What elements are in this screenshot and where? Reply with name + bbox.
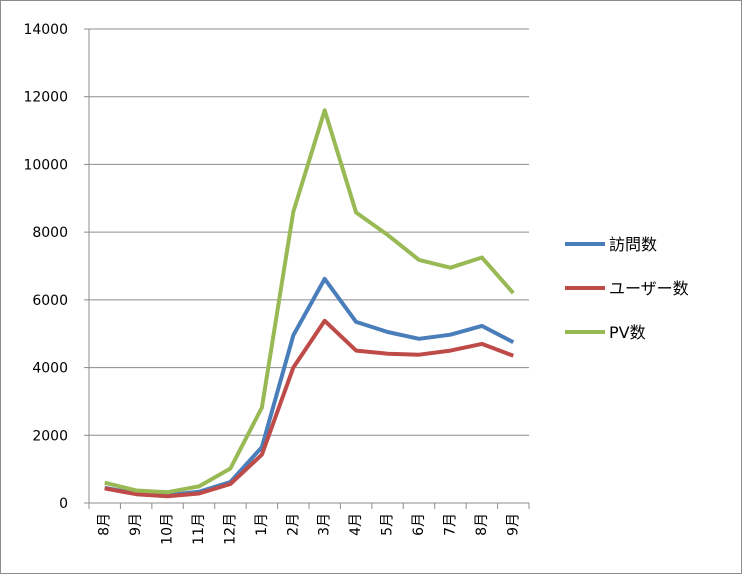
y-tick-label: 0 — [59, 496, 68, 512]
x-tick-label: 8月 — [474, 513, 490, 536]
y-tick-label: 2000 — [32, 428, 68, 444]
series-lines — [104, 108, 515, 499]
x-tick-label: 7月 — [442, 513, 458, 536]
x-tick-label: 3月 — [317, 513, 333, 536]
series-line-3 — [104, 108, 515, 495]
x-tick-label: 11月 — [191, 513, 207, 545]
legend-label-1: 訪問数 — [609, 235, 657, 254]
x-tick-label: 9月 — [128, 513, 144, 536]
legend-label-2: ユーザー数 — [609, 279, 689, 298]
series-line-1 — [104, 276, 515, 498]
x-tick-label: 2月 — [285, 513, 301, 536]
y-tick-label: 6000 — [32, 293, 68, 309]
x-tick-labels: 8月 9月 10月 11月 12月 1月 2月 3月 4月 5月 6月 7月 8月 9月 — [97, 513, 522, 545]
y-tick-label: 12000 — [23, 90, 68, 106]
x-tick-label: 1月 — [254, 513, 270, 536]
y-tick-label: 8000 — [32, 225, 68, 241]
series-line-2 — [104, 318, 515, 499]
x-tick-label: 9月 — [505, 513, 521, 536]
x-tick-label: 10月 — [160, 513, 176, 545]
y-tick-label: 10000 — [23, 157, 68, 173]
x-tick-label: 4月 — [348, 513, 364, 536]
axes — [84, 28, 530, 509]
y-tick-labels: 0 2000 4000 6000 8000 10000 12000 14000 — [23, 22, 68, 512]
x-tick-label: 12月 — [222, 513, 238, 545]
x-tick-label: 8月 — [97, 513, 113, 536]
gridlines — [89, 28, 529, 436]
y-tick-label: 4000 — [32, 361, 68, 377]
x-tick-label: 6月 — [411, 513, 427, 536]
x-tick-label: 5月 — [380, 513, 396, 536]
legend-label-3: PV数 — [609, 323, 646, 342]
y-tick-label: 14000 — [23, 22, 68, 38]
